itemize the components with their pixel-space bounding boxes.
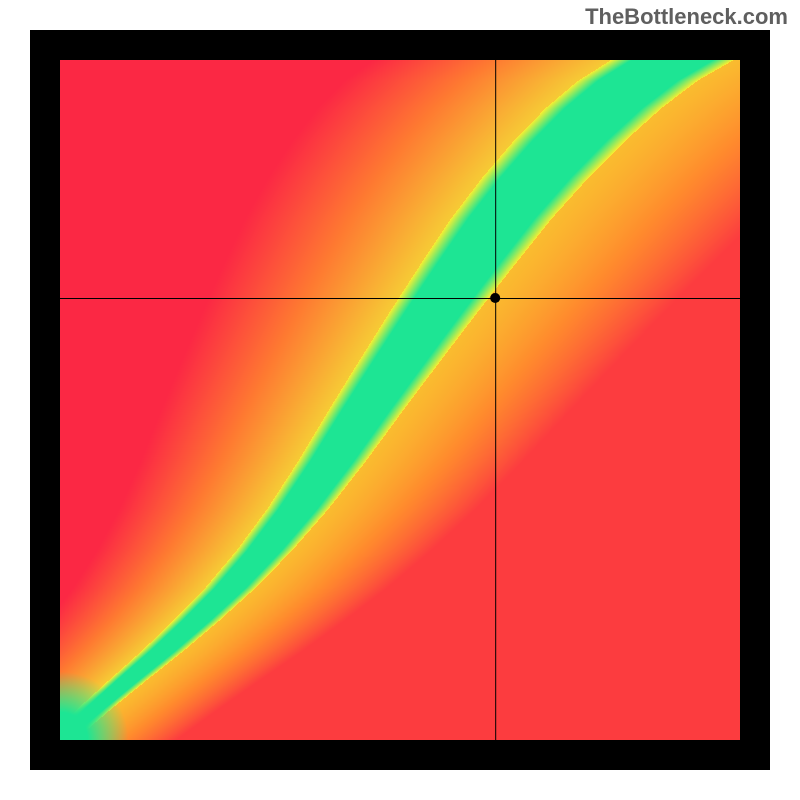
attribution-text: TheBottleneck.com <box>585 4 788 30</box>
chart-container: TheBottleneck.com <box>0 0 800 800</box>
heatmap-canvas <box>30 30 770 770</box>
chart-frame <box>30 30 770 770</box>
